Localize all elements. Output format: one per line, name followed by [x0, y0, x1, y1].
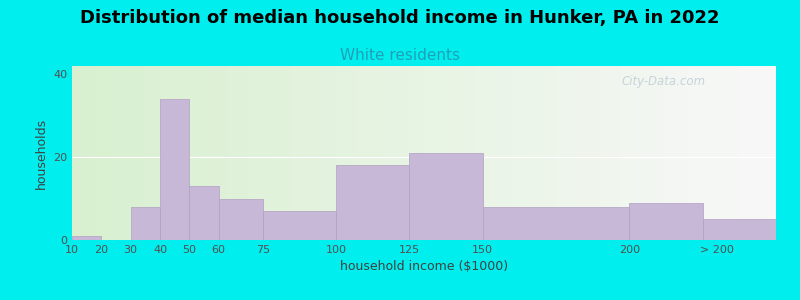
- Bar: [482, 207, 630, 240]
- Y-axis label: households: households: [34, 117, 47, 189]
- X-axis label: household income ($1000): household income ($1000): [340, 260, 508, 273]
- Bar: [630, 203, 702, 240]
- Bar: [160, 99, 190, 240]
- Bar: [702, 219, 776, 240]
- Bar: [190, 186, 218, 240]
- Text: City-Data.com: City-Data.com: [621, 75, 706, 88]
- Bar: [262, 211, 336, 240]
- Text: Distribution of median household income in Hunker, PA in 2022: Distribution of median household income …: [80, 9, 720, 27]
- Bar: [130, 207, 160, 240]
- Text: White residents: White residents: [340, 48, 460, 63]
- Bar: [336, 165, 410, 240]
- Bar: [410, 153, 482, 240]
- Bar: [218, 199, 262, 240]
- Bar: [72, 236, 102, 240]
